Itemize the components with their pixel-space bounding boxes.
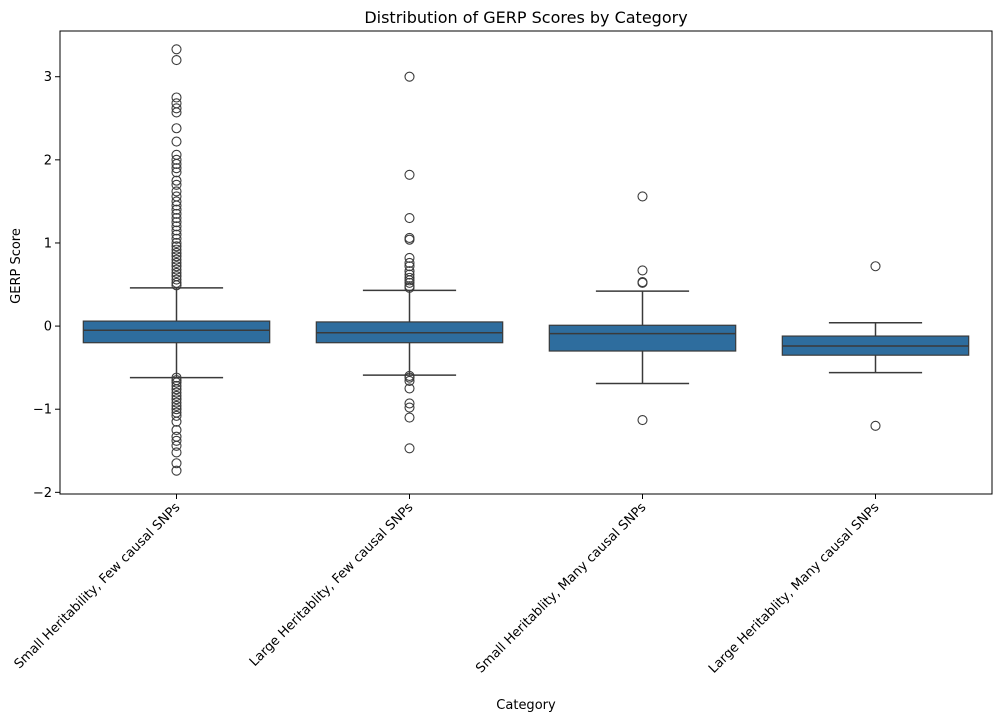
y-tick-label: 2 (44, 153, 52, 168)
outlier-point (171, 55, 182, 66)
outlier-point (404, 212, 415, 224)
outlier-point (171, 254, 182, 265)
y-tick-label: −2 (33, 486, 52, 501)
outlier-point (637, 414, 648, 426)
plot-frame (59, 30, 993, 495)
outlier-point (171, 277, 182, 288)
box-iqr (82, 320, 271, 344)
outlier-point (171, 167, 182, 178)
outlier-point (404, 402, 415, 413)
x-tick-label: Small Heritability, Few causal SNPs (12, 500, 184, 672)
x-tick-label: Small Heritablity, Many causal SNPs (473, 500, 649, 676)
outlier-point (171, 103, 182, 114)
outlier-point (404, 257, 415, 268)
outlier-point (171, 410, 182, 421)
y-tick-label: 0 (44, 320, 52, 335)
outlier-point (171, 394, 182, 405)
outlier-point (171, 123, 182, 134)
outlier-point (171, 404, 182, 415)
outlier-point (171, 264, 182, 275)
y-tick-label: 1 (44, 236, 52, 251)
outlier-point (171, 136, 182, 147)
outlier-point (404, 269, 415, 280)
outlier-point (171, 247, 182, 258)
outlier-point (404, 372, 415, 383)
outlier-point (171, 208, 182, 219)
outlier-point (404, 277, 415, 288)
y-tick-label: −1 (33, 403, 52, 418)
outlier-point (171, 447, 182, 458)
outlier-point (171, 212, 182, 224)
outlier-point (171, 175, 182, 186)
outlier-point (404, 275, 415, 286)
outlier-point (404, 383, 415, 394)
outlier-point (637, 265, 648, 276)
outlier-point (171, 384, 182, 395)
y-tick-label: 3 (44, 70, 52, 85)
outlier-point (171, 380, 182, 391)
outlier-point (637, 191, 648, 202)
outlier-point (404, 282, 415, 293)
outlier-point (870, 261, 881, 272)
outlier-point (171, 225, 182, 236)
outlier-point (171, 204, 182, 215)
outlier-point (171, 196, 182, 207)
outlier-point (171, 179, 182, 190)
outlier-point (404, 252, 415, 263)
outlier-point (171, 397, 182, 408)
outlier-point (404, 169, 415, 180)
outlier-point (171, 400, 182, 411)
outlier-point (171, 440, 182, 451)
y-axis-label: GERP Score (9, 228, 24, 304)
outlier-point (171, 390, 182, 401)
x-tick-label: Large Heritablity, Few causal SNPs (247, 500, 417, 670)
outlier-point (171, 416, 182, 427)
outlier-point (171, 257, 182, 268)
outlier-point (404, 261, 415, 272)
outlier-point (404, 234, 415, 245)
outlier-point (171, 387, 182, 398)
outlier-point (171, 465, 182, 476)
outlier-point (171, 44, 182, 55)
outlier-point (404, 375, 415, 387)
outlier-point (171, 92, 182, 103)
outlier-point (171, 280, 182, 291)
outlier-point (171, 435, 182, 446)
outlier-point (637, 277, 648, 288)
outlier-point (171, 267, 182, 278)
outlier-point (171, 200, 182, 211)
outlier-point (171, 251, 182, 262)
outlier-point (171, 158, 182, 170)
x-tick-label: Large Heritablity, Many causal SNPs (706, 500, 883, 677)
outlier-point (404, 272, 415, 283)
chart-title: Distribution of GERP Scores by Category (364, 8, 687, 27)
outlier-point (404, 398, 415, 409)
outlier-point (404, 412, 415, 423)
outlier-point (404, 71, 415, 82)
outlier-point (171, 107, 182, 118)
outlier-point (171, 237, 182, 249)
outlier-point (171, 221, 182, 232)
outlier-point (171, 274, 182, 285)
outlier-point (404, 443, 415, 454)
outlier-point (171, 163, 182, 174)
outlier-point (171, 217, 182, 228)
outlier-point (171, 261, 182, 272)
outlier-point (171, 154, 182, 165)
outlier-point (171, 244, 182, 255)
outlier-point (171, 229, 182, 240)
x-axis-label: Category (496, 698, 556, 713)
outlier-point (870, 420, 881, 431)
box-iqr (548, 324, 737, 352)
outlier-point (171, 372, 182, 383)
outlier-point (171, 458, 182, 469)
outlier-point (171, 241, 182, 252)
outlier-point (171, 377, 182, 388)
outlier-point (171, 424, 182, 436)
outlier-point (171, 233, 182, 244)
outlier-point (171, 186, 182, 197)
